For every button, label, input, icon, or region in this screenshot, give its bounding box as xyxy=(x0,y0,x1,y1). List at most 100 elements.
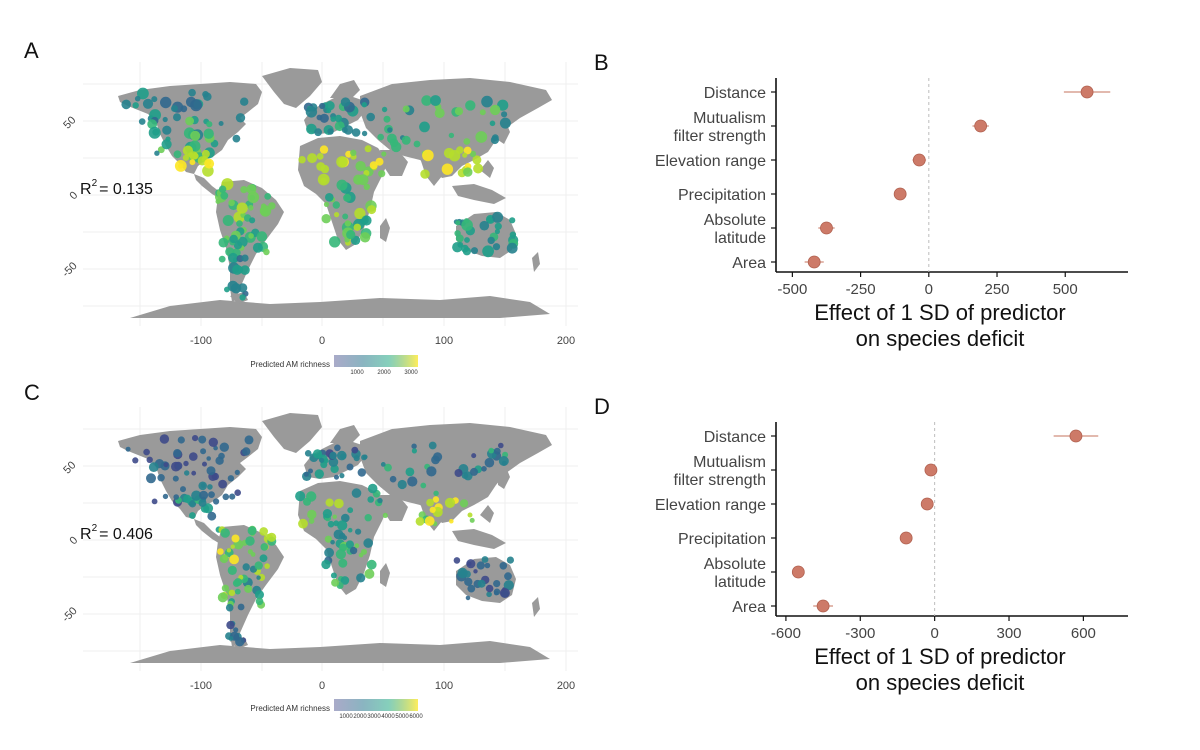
richness-point xyxy=(232,134,241,143)
richness-point xyxy=(207,511,217,521)
richness-point xyxy=(237,603,245,611)
richness-point xyxy=(367,483,378,494)
richness-point xyxy=(476,561,485,570)
richness-point xyxy=(199,490,209,500)
x-axis-title: Effect of 1 SD of predictor xyxy=(814,300,1066,325)
richness-point xyxy=(231,534,240,543)
richness-point xyxy=(473,163,484,174)
r2-annotation-a: R2 = 0.135 xyxy=(80,178,153,198)
legend-title: Predicted AM richness xyxy=(250,704,330,713)
richness-point xyxy=(331,578,340,587)
richness-point xyxy=(345,540,354,549)
richness-point xyxy=(220,528,230,538)
richness-point xyxy=(355,161,366,172)
richness-point xyxy=(369,161,378,170)
richness-point xyxy=(334,212,340,218)
richness-point xyxy=(486,591,492,598)
category-label: Absolute xyxy=(704,556,766,573)
legend-tick: 1000 xyxy=(339,714,353,720)
richness-point xyxy=(154,150,160,156)
richness-point xyxy=(332,201,340,209)
panel-letter-b: B xyxy=(594,50,609,75)
richness-point xyxy=(472,155,482,165)
richness-point xyxy=(319,113,329,123)
map-panel-a: -100 0 100 200 50 0 -50 R2 = 0.135 Predic… xyxy=(60,62,578,376)
richness-point xyxy=(256,575,261,580)
richness-point xyxy=(162,116,168,123)
richness-point xyxy=(198,481,207,491)
richness-point xyxy=(407,476,418,487)
richness-point xyxy=(509,217,516,224)
richness-point xyxy=(434,108,445,119)
richness-point xyxy=(484,457,495,468)
richness-point xyxy=(185,116,195,126)
richness-point xyxy=(183,460,189,467)
richness-point xyxy=(177,436,185,444)
richness-point xyxy=(229,493,236,500)
richness-point xyxy=(366,559,377,570)
richness-point xyxy=(298,156,306,164)
richness-point xyxy=(415,517,425,526)
richness-point xyxy=(466,561,472,566)
richness-point xyxy=(240,186,248,194)
legend-tick: 5000 xyxy=(395,714,409,720)
richness-point xyxy=(462,247,471,256)
richness-point xyxy=(402,105,410,113)
richness-point xyxy=(463,138,471,145)
richness-point xyxy=(242,447,251,456)
richness-point xyxy=(463,146,472,155)
richness-point xyxy=(357,174,369,186)
richness-point xyxy=(160,96,172,109)
richness-point xyxy=(444,497,456,508)
richness-point xyxy=(219,442,229,452)
map-x-tick: 200 xyxy=(557,335,575,347)
richness-point xyxy=(260,543,269,551)
richness-point xyxy=(227,475,235,482)
richness-point xyxy=(509,231,517,238)
richness-point xyxy=(255,590,264,600)
richness-point xyxy=(341,513,350,523)
richness-point xyxy=(247,191,260,204)
x-tick-label: -250 xyxy=(846,281,876,298)
richness-point xyxy=(233,627,239,633)
richness-point xyxy=(203,92,212,101)
richness-point xyxy=(432,496,440,503)
richness-point xyxy=(342,535,348,541)
map-x-tick: 200 xyxy=(557,680,575,692)
richness-point xyxy=(157,146,165,154)
richness-point xyxy=(121,99,131,110)
richness-point xyxy=(259,554,268,563)
richness-point xyxy=(467,512,473,518)
richness-point xyxy=(180,486,186,493)
richness-point xyxy=(494,228,500,235)
richness-point xyxy=(173,113,181,122)
legend-tick: 4000 xyxy=(381,714,395,720)
map-y-tick: -50 xyxy=(60,605,80,625)
richness-point xyxy=(503,580,514,591)
richness-point xyxy=(491,134,499,142)
richness-point xyxy=(443,147,455,159)
richness-point xyxy=(492,243,501,251)
richness-point xyxy=(142,98,154,109)
richness-point xyxy=(333,529,344,540)
richness-point xyxy=(422,149,434,162)
richness-point xyxy=(334,114,343,123)
richness-point xyxy=(433,490,439,496)
richness-point xyxy=(361,102,367,108)
richness-point xyxy=(493,588,501,596)
richness-point xyxy=(353,223,361,231)
richness-point xyxy=(499,117,511,129)
richness-point xyxy=(320,177,327,184)
richness-point xyxy=(233,241,242,250)
richness-point xyxy=(303,471,309,477)
richness-point xyxy=(252,242,263,253)
richness-point xyxy=(201,149,210,158)
richness-point xyxy=(207,484,213,490)
richness-point xyxy=(363,183,370,190)
richness-point xyxy=(259,527,269,536)
effect-point xyxy=(807,255,821,269)
richness-point xyxy=(162,493,169,500)
x-tick-label: -600 xyxy=(771,625,801,642)
legend-c: Predicted AM richness 1000 2000 3000 400… xyxy=(250,699,423,720)
